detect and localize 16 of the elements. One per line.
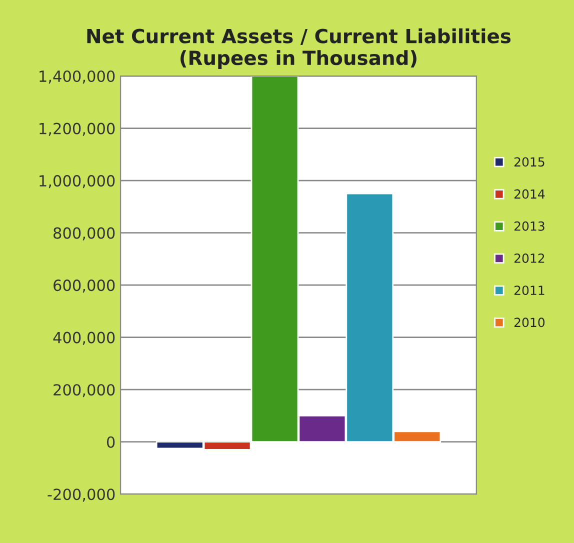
y-tick-label: 1,200,000 bbox=[40, 122, 115, 136]
y-tick-label: 1,400,000 bbox=[40, 70, 115, 84]
y-tick-label: 0 bbox=[106, 436, 115, 448]
y-tick-label: 400,000 bbox=[53, 332, 115, 345]
legend-label: 2010 bbox=[514, 318, 545, 328]
y-tick-label: 600,000 bbox=[54, 280, 115, 293]
y-tick-label: 200,000 bbox=[54, 384, 115, 398]
legend-label: 2015 bbox=[514, 157, 544, 167]
y-tick-label: -200,000 bbox=[48, 488, 115, 502]
legend-label: 2011 bbox=[514, 286, 544, 296]
y-tick-label: 1,000,000 bbox=[40, 175, 115, 188]
legend-label: 2014 bbox=[514, 189, 545, 199]
chart-title: Net Current Assets / Current Liabilities (Rupees in Thousand) bbox=[87, 28, 511, 69]
legend-label: 2013 bbox=[514, 221, 544, 231]
y-tick-label: 800,000 bbox=[54, 227, 115, 240]
legend-label: 2012 bbox=[514, 253, 544, 263]
